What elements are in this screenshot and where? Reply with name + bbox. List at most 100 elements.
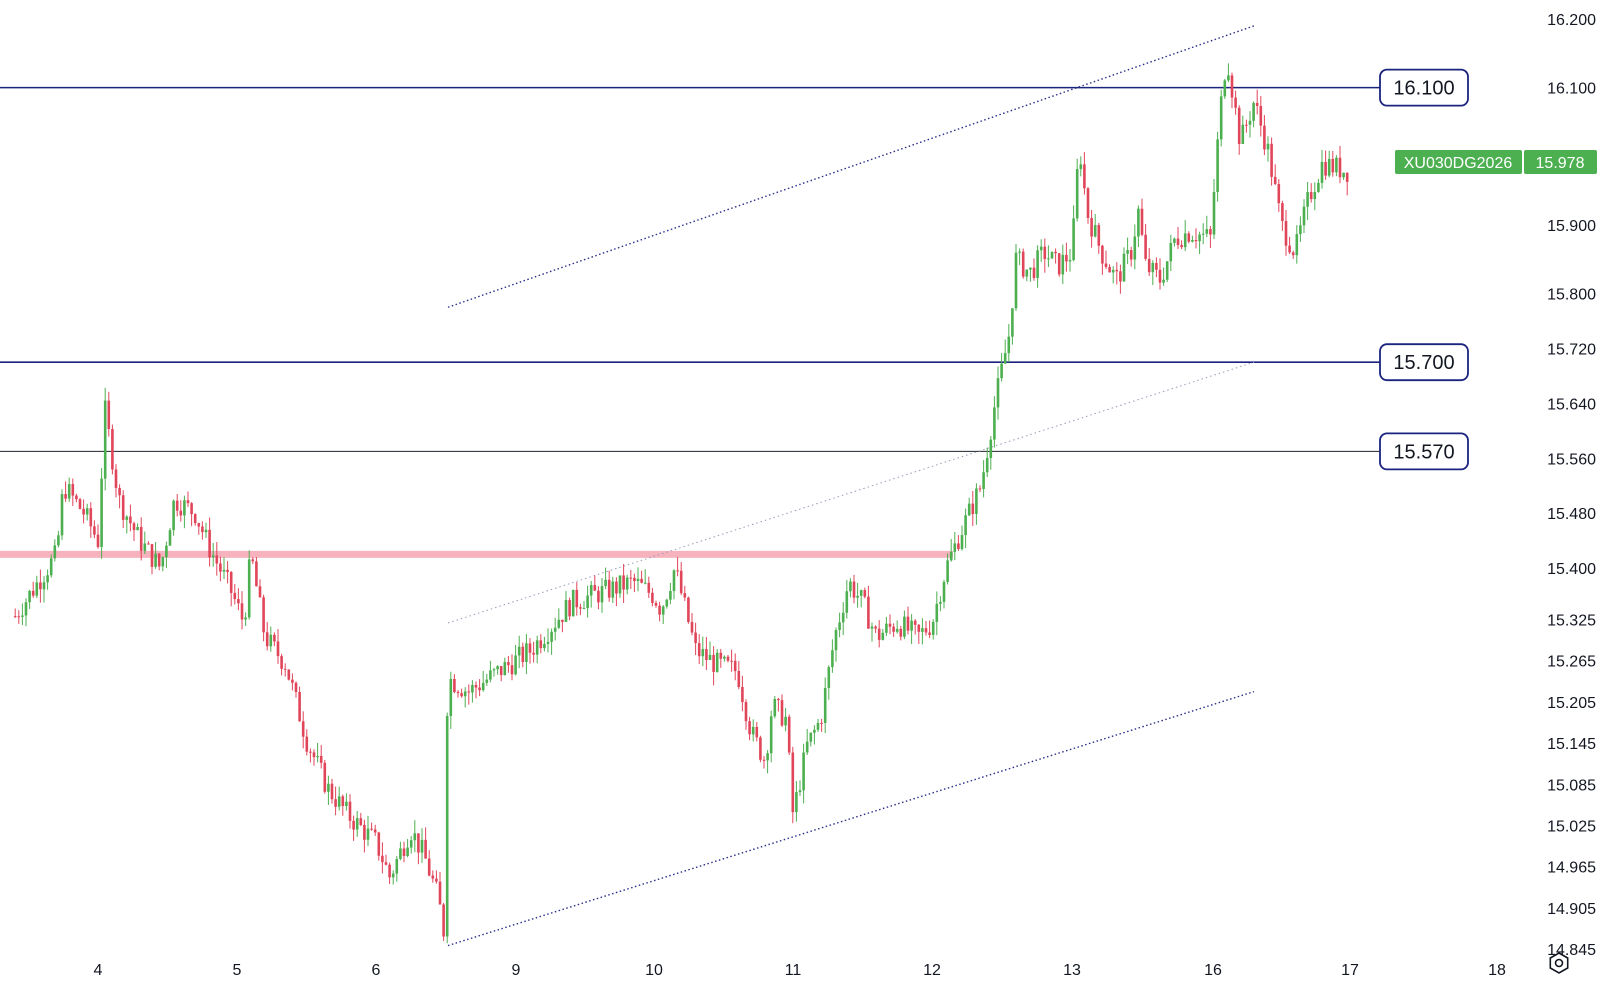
candle-body	[528, 643, 532, 653]
candle-body	[881, 632, 885, 640]
level-labels-layer[interactable]: 16.100 15.700 15.570	[1379, 68, 1469, 471]
candle-body	[1075, 169, 1079, 219]
candle-body	[1011, 308, 1014, 337]
candle-body	[514, 655, 517, 675]
candle-body	[96, 534, 100, 547]
horizontal-levels-layer	[0, 86, 1380, 452]
candle-body	[939, 601, 942, 604]
level-label-text: 15.570	[1393, 441, 1454, 463]
candle-body	[1144, 234, 1147, 259]
time-axis-tick-label: 5	[233, 962, 242, 979]
price-axis-tick-label: 14.905	[1547, 901, 1596, 918]
candle-body	[24, 602, 28, 616]
candle-body	[125, 516, 129, 520]
candle-body	[53, 545, 57, 559]
candle-body	[726, 656, 730, 661]
time-axis-tick-label: 16	[1204, 962, 1222, 979]
candle-body	[543, 643, 546, 649]
time-axis[interactable]: 4 5 6 9 10 11 12 13 16 17 18	[94, 962, 1506, 979]
candle-body	[1014, 252, 1018, 309]
candle-body	[892, 626, 895, 632]
candle-body	[679, 570, 683, 594]
resistance-zone-layer	[0, 550, 953, 558]
candle-body	[1158, 269, 1162, 283]
candle-body	[1057, 253, 1061, 275]
candle-body	[1263, 125, 1266, 150]
candle-body	[1338, 157, 1342, 178]
candle-body	[179, 510, 183, 516]
candle-body	[1342, 172, 1345, 178]
candle-body	[928, 632, 931, 635]
candle-body	[427, 858, 431, 876]
candle-body	[1223, 80, 1227, 97]
candle-body	[802, 752, 805, 791]
candle-body	[337, 796, 341, 807]
candle-body	[1047, 258, 1050, 260]
level-label-box[interactable]	[1379, 432, 1469, 471]
candle-body	[723, 656, 726, 659]
candle-body	[809, 732, 813, 742]
candle-body	[737, 670, 741, 687]
candle-body	[1345, 172, 1349, 182]
candle-body	[147, 543, 150, 545]
time-axis-tick-label: 6	[372, 962, 381, 979]
candle-body	[60, 494, 64, 536]
settings-icon[interactable]	[1549, 952, 1569, 974]
candle-body	[1313, 191, 1317, 200]
candle-body	[618, 575, 622, 594]
candle-body	[1137, 208, 1140, 237]
candle-body	[874, 626, 877, 629]
candle-body	[363, 824, 366, 840]
candle-body	[640, 578, 643, 583]
candle-body	[521, 646, 525, 663]
candle-body	[827, 667, 831, 688]
candle-body	[208, 529, 211, 558]
candle-body	[1086, 188, 1090, 218]
price-axis-tick-label: 15.205	[1547, 695, 1596, 712]
candle-body	[233, 592, 237, 600]
candle-body	[1155, 262, 1158, 270]
level-label-box[interactable]	[1379, 343, 1469, 382]
candle-body	[172, 500, 175, 531]
candle-body	[676, 570, 679, 572]
candle-body	[661, 606, 665, 615]
candle-body	[1187, 233, 1191, 242]
candle-body	[546, 641, 550, 644]
candle-body	[931, 621, 935, 635]
candle-body	[1237, 107, 1241, 144]
candle-body	[78, 499, 82, 509]
candle-body	[532, 652, 535, 655]
candle-body	[1191, 239, 1194, 242]
candle-body	[1090, 217, 1093, 237]
candle-body	[957, 543, 960, 550]
candle-body	[651, 592, 654, 603]
candle-body	[903, 616, 906, 637]
time-axis-tick-label: 4	[94, 962, 103, 979]
candle-body	[453, 678, 456, 693]
candle-body	[687, 597, 690, 623]
candle-body	[438, 881, 442, 905]
candle-body	[1039, 246, 1043, 251]
candle-body	[1050, 251, 1054, 259]
candle-body	[478, 687, 481, 691]
candle-body	[1097, 225, 1101, 246]
candle-body	[1284, 220, 1288, 246]
candle-body	[240, 603, 244, 620]
candle-body	[654, 602, 658, 606]
candle-body	[921, 628, 924, 632]
price-axis[interactable]: 16.20016.10016.00015.90015.80015.72015.6…	[1547, 12, 1596, 959]
candle-body	[1270, 143, 1273, 177]
candle-body	[615, 581, 618, 594]
candle-body	[895, 628, 899, 632]
candle-body	[831, 650, 834, 668]
candle-body	[143, 543, 147, 551]
price-axis-tick-label: 14.845	[1547, 942, 1596, 959]
channel-line-upper	[447, 25, 1255, 308]
time-axis-tick-label: 12	[923, 962, 941, 979]
candle-body	[1108, 266, 1111, 273]
level-label-box[interactable]	[1379, 68, 1469, 107]
candle-body	[330, 783, 334, 800]
candle-body	[111, 428, 114, 470]
level-label-text: 16.100	[1393, 78, 1454, 100]
